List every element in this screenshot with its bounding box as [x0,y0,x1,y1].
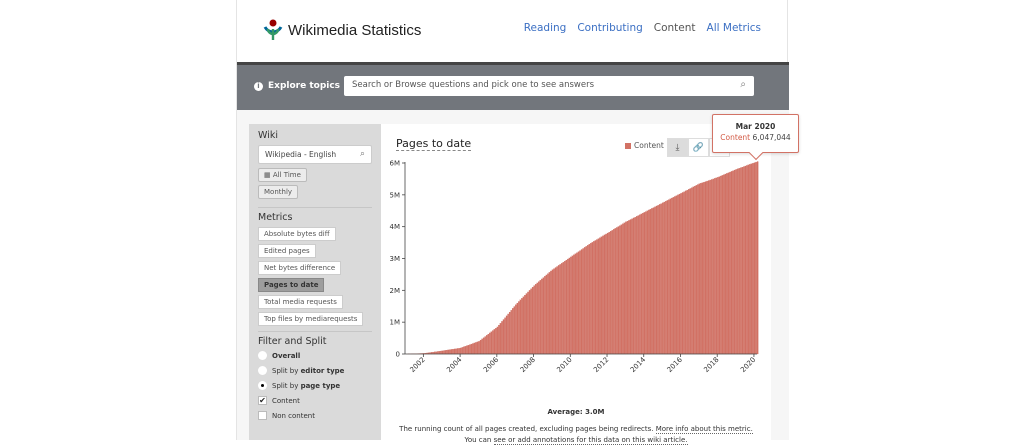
description-text: The running count of all pages created, … [399,425,653,433]
radio-button-selected[interactable] [258,381,267,390]
radio-button[interactable] [258,366,267,375]
page-container: Wikimedia Statistics Reading Contributin… [236,0,788,440]
divider [258,207,372,208]
svg-text:1M: 1M [390,319,401,327]
nav-reading[interactable]: Reading [524,22,567,34]
svg-text:2012: 2012 [592,356,610,374]
checkbox-label: Content [272,397,300,405]
search-icon: ⌕ [360,149,365,159]
radio-split-page-type[interactable]: Split by page type [258,381,372,390]
top-nav: Reading Contributing Content All Metrics [524,22,761,34]
svg-text:3M: 3M [390,255,401,263]
checkbox-non-content[interactable]: Non content [258,411,372,420]
svg-text:2004: 2004 [445,355,464,374]
svg-text:4M: 4M [390,223,401,231]
svg-text:6M: 6M [390,160,401,168]
explore-topics-label: Explore topics [268,81,340,91]
info-icon: i [254,82,263,91]
svg-text:2016: 2016 [666,355,685,374]
radio-label-bold: page type [301,382,341,390]
metric-absolute-bytes-diff[interactable]: Absolute bytes diff [258,227,336,241]
nav-contributing[interactable]: Contributing [577,22,642,34]
checkmark-icon[interactable]: ✔ [258,396,267,405]
svg-text:2006: 2006 [482,355,501,374]
annotation-prefix: You can [464,436,491,444]
divider [258,331,372,332]
content-area: Wiki Wikipedia - English ⌕ ▦ All Time Mo… [237,110,789,440]
radio-label-bold: editor type [301,367,345,375]
radio-button[interactable] [258,351,267,360]
wiki-selector-input[interactable]: Wikipedia - English ⌕ [258,145,372,164]
metric-total-media-requests[interactable]: Total media requests [258,295,343,309]
svg-text:2008: 2008 [519,356,537,374]
radio-split-editor-type[interactable]: Split by editor type [258,366,372,375]
site-brand[interactable]: Wikimedia Statistics [288,22,421,39]
time-range-label: All Time [273,171,301,179]
svg-text:2020: 2020 [739,356,757,374]
tooltip-value: 6,047,044 [753,133,791,142]
wikimedia-logo-icon[interactable] [261,18,285,42]
bar-chart[interactable]: 0 1M 2M 3M 4M 5M 6M 2002 2004 2006 2008 2010 2012 201… [381,124,771,404]
topic-bar: i Explore topics ⌃ Search or Browse ques… [237,62,789,110]
svg-text:2014: 2014 [629,355,648,374]
checkbox-label: Non content [272,412,315,420]
svg-text:2002: 2002 [409,356,427,374]
filter-section-title: Filter and Split [258,336,372,347]
metric-pages-to-date[interactable]: Pages to date [258,278,324,292]
search-icon[interactable]: ⌕ [740,79,746,90]
tooltip-series: Content [720,133,750,142]
calendar-icon: ▦ [264,171,271,179]
metric-top-files-by-mediarequests[interactable]: Top files by mediarequests [258,312,363,326]
explore-topics-button[interactable]: i Explore topics ⌃ [254,81,353,91]
more-info-link[interactable]: More info about this metric. [656,425,753,434]
chart-tooltip: Mar 2020 Content 6,047,044 [712,114,799,153]
checkbox-content[interactable]: ✔ Content [258,396,372,405]
time-range-button[interactable]: ▦ All Time [258,168,307,182]
metric-edited-pages[interactable]: Edited pages [258,244,316,258]
granularity-button[interactable]: Monthly [258,185,298,199]
site-header: Wikimedia Statistics Reading Contributin… [237,0,787,62]
svg-text:0: 0 [396,351,400,359]
wiki-section-title: Wiki [258,130,372,141]
metric-net-bytes-difference[interactable]: Net bytes difference [258,261,341,275]
svg-text:5M: 5M [390,191,401,199]
radio-label: Split by [272,367,301,375]
svg-text:2018: 2018 [702,356,720,374]
wiki-selector-value: Wikipedia - English [265,150,336,159]
sidebar: Wiki Wikipedia - English ⌕ ▦ All Time Mo… [249,124,381,440]
radio-label: Split by [272,382,301,390]
checkbox-empty[interactable] [258,411,267,420]
chart-average: Average: 3.0M [381,408,771,416]
metrics-section-title: Metrics [258,212,372,223]
svg-text:2M: 2M [390,287,401,295]
search-placeholder: Search or Browse questions and pick one … [352,80,594,90]
annotations-link[interactable]: see or add annotations for this data on … [494,436,688,445]
metric-description: The running count of all pages created, … [381,424,771,446]
nav-content[interactable]: Content [654,22,696,34]
radio-overall-label: Overall [272,352,300,360]
nav-all-metrics[interactable]: All Metrics [707,22,761,34]
search-input[interactable]: Search or Browse questions and pick one … [344,76,754,96]
tooltip-date: Mar 2020 [713,122,798,131]
radio-overall[interactable]: Overall [258,351,372,360]
svg-text:2010: 2010 [555,356,573,374]
